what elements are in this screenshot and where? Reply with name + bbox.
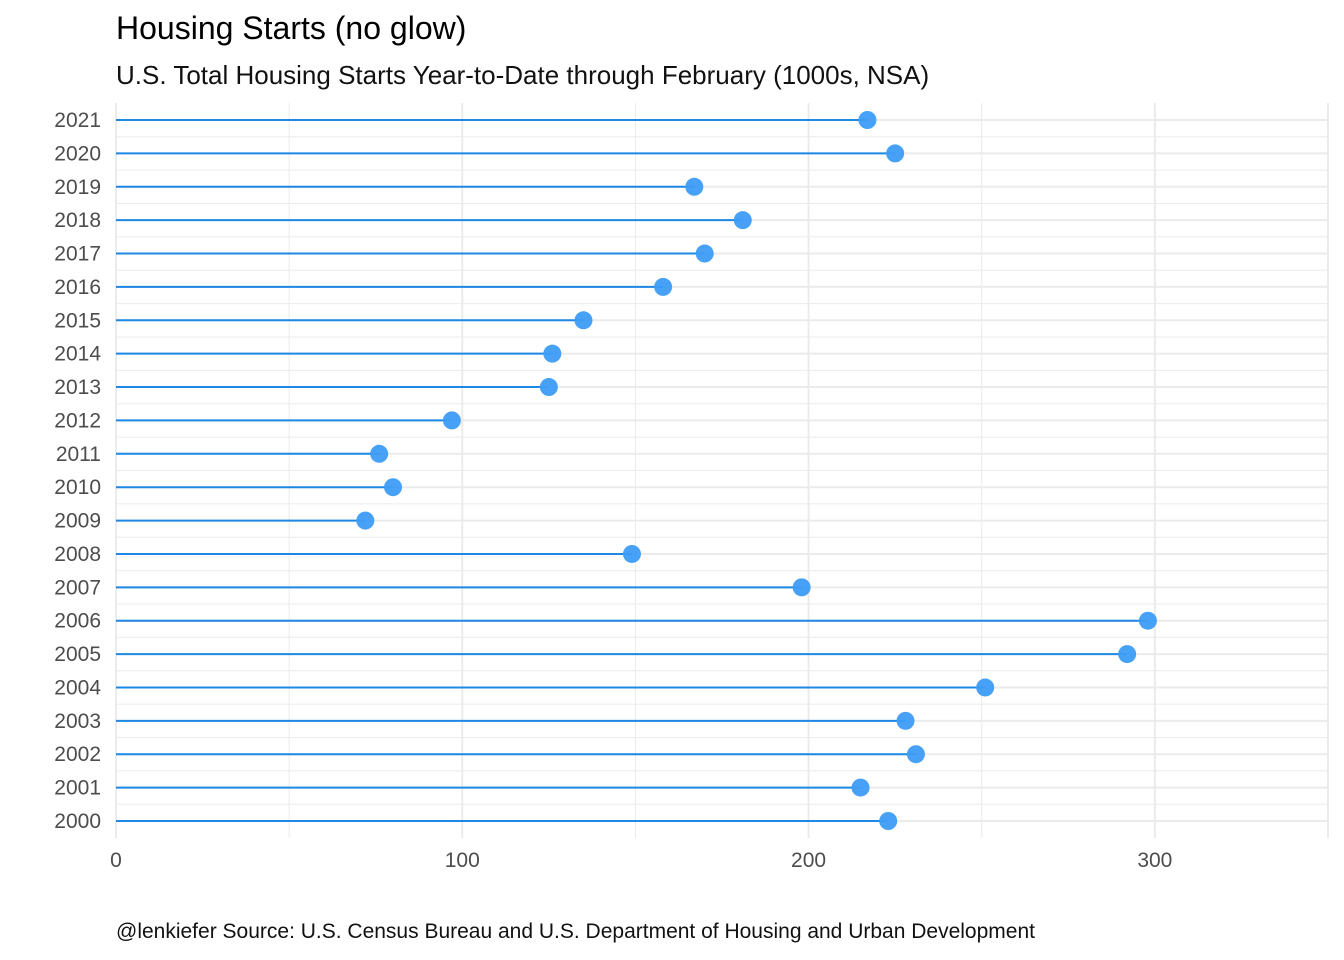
y-tick-label-2013: 2013 — [54, 376, 101, 399]
y-tick-label-2012: 2012 — [54, 409, 101, 432]
y-tick-label-2010: 2010 — [54, 476, 101, 499]
x-axis-labels: 0 100 200 300 — [110, 849, 1172, 872]
y-tick-label-2000: 2000 — [54, 810, 101, 833]
y-tick-label-2020: 2020 — [54, 142, 101, 165]
y-tick-label-2017: 2017 — [54, 243, 101, 266]
point-2006 — [1138, 611, 1157, 630]
x-tick-label-300: 300 — [1137, 849, 1172, 872]
point-2004 — [976, 678, 995, 697]
y-tick-label-2019: 2019 — [54, 176, 101, 199]
point-2003 — [896, 711, 915, 730]
chart-title: Housing Starts (no glow) — [116, 10, 467, 46]
y-tick-label-2011: 2011 — [56, 443, 101, 466]
point-2020 — [886, 144, 905, 163]
point-2019 — [685, 177, 704, 196]
point-2018 — [733, 211, 752, 230]
y-tick-label-2018: 2018 — [54, 209, 101, 232]
point-2000 — [879, 812, 898, 830]
points — [356, 111, 1157, 830]
point-2014 — [543, 344, 562, 363]
y-tick-label-2016: 2016 — [54, 276, 101, 299]
point-2009 — [356, 511, 375, 530]
x-tick-label-0: 0 — [110, 849, 122, 872]
y-tick-label-2015: 2015 — [54, 309, 101, 332]
point-2016 — [654, 277, 673, 296]
x-tick-label-100: 100 — [445, 849, 480, 872]
chart-subtitle: U.S. Total Housing Starts Year-to-Date t… — [116, 60, 930, 90]
grid-lines — [115, 103, 1329, 838]
y-axis-labels: 2021 2020 2019 2018 2017 2016 2015 2014 2013 2012… — [54, 109, 101, 833]
point-2010 — [384, 478, 403, 497]
y-tick-label-2005: 2005 — [54, 643, 101, 666]
point-2012 — [442, 411, 461, 430]
point-2021 — [858, 111, 877, 129]
y-tick-label-2003: 2003 — [54, 710, 101, 733]
point-2017 — [695, 244, 714, 263]
point-2008 — [622, 544, 641, 563]
y-tick-label-2007: 2007 — [54, 576, 101, 599]
point-2005 — [1118, 645, 1137, 664]
x-tick-label-200: 200 — [791, 849, 826, 872]
y-tick-label-2014: 2014 — [54, 343, 101, 366]
y-tick-label-2009: 2009 — [54, 510, 101, 533]
point-2007 — [792, 578, 811, 597]
y-tick-label-2001: 2001 — [54, 777, 101, 800]
y-tick-label-2004: 2004 — [54, 676, 101, 699]
chart-caption: @lenkiefer Source: U.S. Census Bureau an… — [116, 920, 1035, 943]
point-2011 — [370, 444, 389, 463]
point-2001 — [851, 778, 870, 797]
y-tick-label-2002: 2002 — [54, 743, 101, 766]
y-tick-label-2006: 2006 — [54, 610, 101, 633]
point-2002 — [906, 745, 925, 764]
point-2015 — [574, 311, 593, 330]
y-tick-label-2008: 2008 — [54, 543, 101, 566]
stems — [116, 119, 1148, 822]
y-tick-label-2021: 2021 — [54, 109, 101, 132]
point-2013 — [539, 378, 558, 397]
